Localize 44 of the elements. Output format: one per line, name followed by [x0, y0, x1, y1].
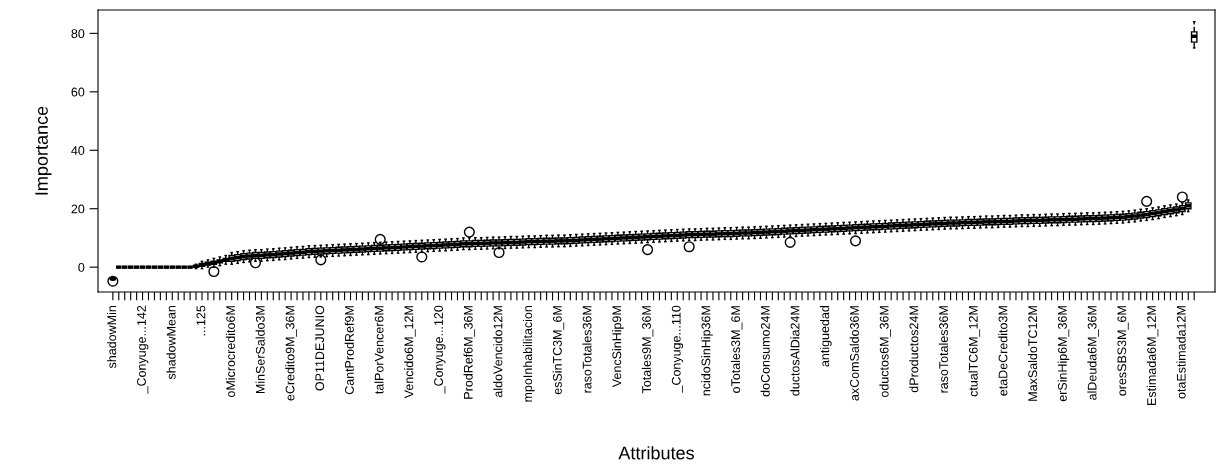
x-tick-label: ductosAlDia24M	[790, 306, 800, 396]
x-tick-label: MaxSaldoTC12M	[1027, 306, 1038, 401]
x-tick-label: esSinTC3M_6M	[552, 306, 565, 395]
x-tick-label: oresSBS3M_6M	[1117, 306, 1129, 396]
x-tick-label: rasoTotales36M	[582, 306, 592, 393]
y-tick-label: 0	[78, 262, 85, 272]
x-tick-label: alDeuda6M_36M	[1087, 306, 1099, 400]
y-tick-label: 40	[71, 146, 85, 155]
x-tick-label: oMicrocredito6M	[225, 306, 236, 398]
x-tick-label: doConsumo24M	[760, 306, 770, 397]
x-tick-label: mpoInhabilitacion	[522, 306, 535, 402]
x-tick-label: aldoVencido12M	[493, 306, 503, 398]
x-tick-label: erSinHip6M_36M	[1057, 306, 1070, 402]
x-tick-label: eCredito9M_36M	[285, 306, 297, 401]
x-tick-label: _Conyuge...120	[434, 305, 446, 394]
x-tick-label: Estimada6M_12M	[1146, 306, 1159, 405]
x-tick-label: _Conyuge...110	[671, 305, 684, 393]
x-tick-label: axComSaldo36M	[849, 306, 859, 401]
x-tick-label: Vencido6M_12M	[404, 306, 416, 399]
x-tick-label: CantProdRef9M	[344, 306, 354, 395]
x-tick-label: ncidoSinHip36M	[701, 306, 713, 396]
x-tick-label: etaDeCredito3M	[998, 306, 1008, 396]
x-tick-label: ProdRef6M_36M	[463, 306, 476, 399]
x-tick-label: shadowMean	[166, 306, 176, 380]
x-axis-title: Attributes	[618, 446, 694, 460]
x-tick-label: ctualTC6M_12M	[968, 306, 981, 397]
x-tick-label: oductos6M_36M	[879, 306, 891, 398]
x-tick-label: talPorVencer6M	[374, 306, 384, 394]
y-tick-label: 20	[71, 204, 85, 214]
x-tick-label: rasoTotales36M	[938, 306, 949, 393]
x-tick-label: otaEstimada12M	[1176, 306, 1186, 399]
x-tick-label: oTotales3M_6M	[730, 306, 743, 393]
x-tick-label: antiguedad	[820, 305, 832, 367]
x-tick-label: _Conyuge...142	[137, 305, 149, 394]
x-tick-label: ...125	[196, 305, 206, 336]
y-tick-label: 80	[71, 29, 85, 39]
x-tick-label: OP11DEJUNIO	[315, 305, 325, 391]
x-tick-label: Totales9M_36M	[641, 306, 654, 394]
y-tick-label: 60	[71, 87, 85, 97]
x-tick-label: dProductos24M	[909, 306, 919, 393]
x-tick-label: VencSinHip9M	[612, 306, 624, 388]
x-tick-label: MinSerSaldo3M	[255, 306, 265, 394]
x-tick-label: shadowMin	[107, 306, 117, 369]
y-axis-title: Importance	[35, 106, 52, 195]
